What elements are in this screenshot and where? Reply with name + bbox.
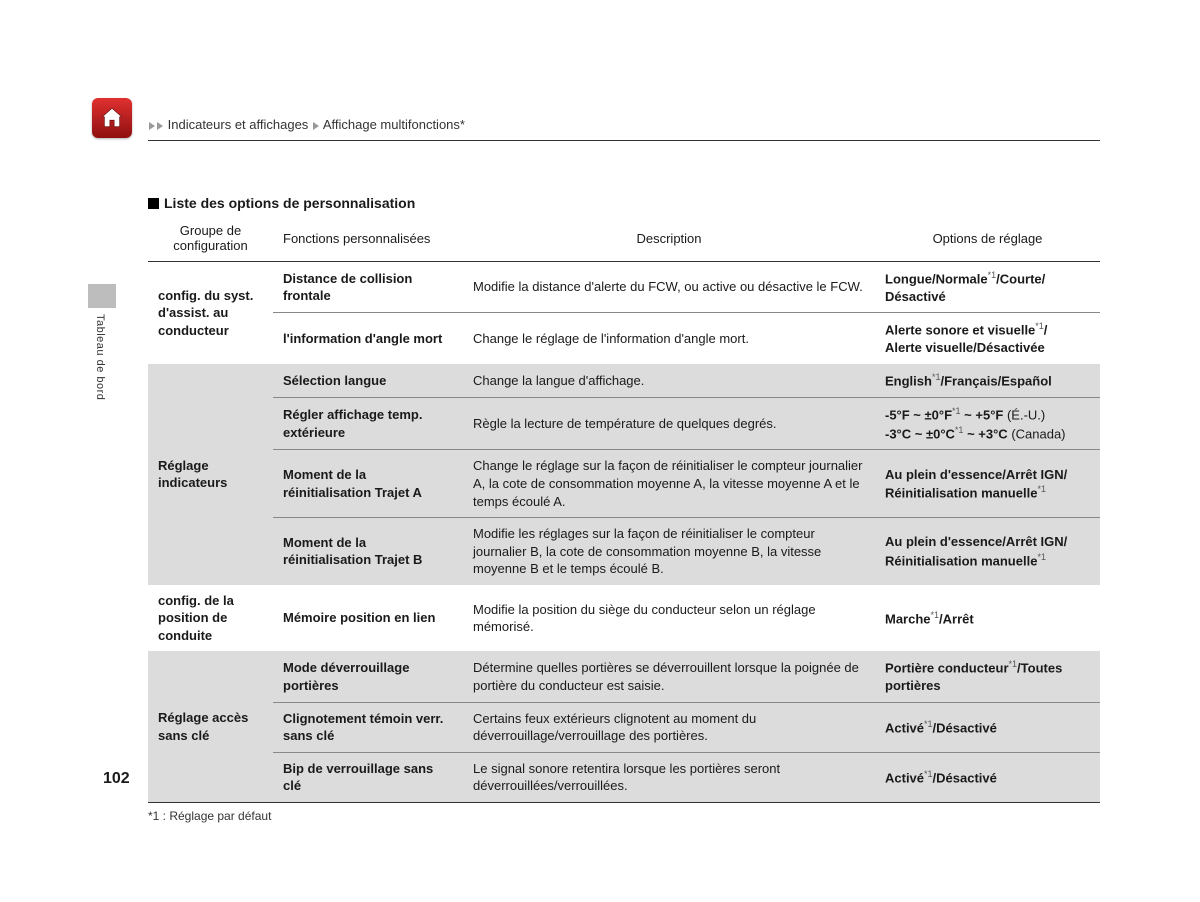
options-cell: Longue/Normale*1/Courte/Désactivé	[875, 262, 1100, 313]
breadcrumb-asterisk: *	[460, 117, 465, 132]
chevron-right-icon	[149, 122, 155, 130]
options-cell: Portière conducteur*1/Toutes portières	[875, 651, 1100, 702]
group-cell: Réglage accès sans clé	[148, 651, 273, 802]
options-cell: Activé*1/Désactivé	[875, 702, 1100, 752]
function-cell: Régler affichage temp. extérieure	[273, 397, 463, 450]
breadcrumb-level-2: Affichage multifonctions	[323, 117, 460, 132]
description-cell: Change le réglage sur la façon de réinit…	[463, 450, 875, 518]
group-cell: Réglage indicateurs	[148, 364, 273, 585]
options-cell: Au plein d'essence/Arrêt IGN/Réinitialis…	[875, 518, 1100, 585]
group-cell: config. de la position de conduite	[148, 585, 273, 652]
col-header-group: Groupe de configuration	[148, 217, 273, 262]
function-cell: Distance de collision frontale	[273, 262, 463, 313]
function-cell: Mémoire position en lien	[273, 585, 463, 652]
col-header-func: Fonctions personnalisées	[273, 217, 463, 262]
function-cell: Bip de verrouillage sans clé	[273, 752, 463, 802]
table-row: Régler affichage temp. extérieureRègle l…	[148, 397, 1100, 450]
description-cell: Détermine quelles portières se déverroui…	[463, 651, 875, 702]
options-cell: Activé*1/Désactivé	[875, 752, 1100, 802]
table-row: Réglage accès sans cléMode déverrouillag…	[148, 651, 1100, 702]
section-title-text: Liste des options de personnalisation	[164, 195, 415, 211]
group-cell: config. du syst. d'assist. au conducteur	[148, 262, 273, 364]
section-tab-label: Tableau de bord	[94, 314, 106, 400]
description-cell: Change le réglage de l'information d'ang…	[463, 313, 875, 364]
options-table-body: config. du syst. d'assist. au conducteur…	[148, 262, 1100, 803]
table-row: config. du syst. d'assist. au conducteur…	[148, 262, 1100, 313]
home-icon[interactable]	[92, 98, 132, 138]
function-cell: Moment de la réinitialisation Trajet A	[273, 450, 463, 518]
function-cell: Moment de la réinitialisation Trajet B	[273, 518, 463, 585]
function-cell: Sélection langue	[273, 364, 463, 397]
footnote: *1 : Réglage par défaut	[148, 809, 1100, 823]
options-cell: Au plein d'essence/Arrêt IGN/Réinitialis…	[875, 450, 1100, 518]
table-row: Bip de verrouillage sans cléLe signal so…	[148, 752, 1100, 802]
options-cell: -5°F ~ ±0°F*1 ~ +5°F (É.-U.)-3°C ~ ±0°C*…	[875, 397, 1100, 450]
description-cell: Règle la lecture de température de quelq…	[463, 397, 875, 450]
table-row: Moment de la réinitialisation Trajet ACh…	[148, 450, 1100, 518]
page-number: 102	[103, 770, 130, 788]
section-title: Liste des options de personnalisation	[148, 195, 1100, 211]
header-divider	[148, 140, 1100, 141]
table-row: config. de la position de conduiteMémoir…	[148, 585, 1100, 652]
options-cell: Marche*1/Arrêt	[875, 585, 1100, 652]
breadcrumb: Indicateurs et affichages Affichage mult…	[148, 117, 465, 132]
options-table: Groupe de configuration Fonctions person…	[148, 217, 1100, 803]
square-bullet-icon	[148, 198, 159, 209]
function-cell: l'information d'angle mort	[273, 313, 463, 364]
col-header-desc: Description	[463, 217, 875, 262]
col-header-opt: Options de réglage	[875, 217, 1100, 262]
table-row: Réglage indicateursSélection langueChang…	[148, 364, 1100, 397]
description-cell: Le signal sonore retentira lorsque les p…	[463, 752, 875, 802]
description-cell: Change la langue d'affichage.	[463, 364, 875, 397]
options-cell: English*1/Français/Español	[875, 364, 1100, 397]
function-cell: Clignotement témoin verr. sans clé	[273, 702, 463, 752]
section-tab-marker	[88, 284, 116, 308]
function-cell: Mode déverrouillage portières	[273, 651, 463, 702]
table-row: Moment de la réinitialisation Trajet BMo…	[148, 518, 1100, 585]
options-cell: Alerte sonore et visuelle*1/Alerte visue…	[875, 313, 1100, 364]
table-row: Clignotement témoin verr. sans cléCertai…	[148, 702, 1100, 752]
chevron-right-icon	[313, 122, 319, 130]
description-cell: Modifie la distance d'alerte du FCW, ou …	[463, 262, 875, 313]
description-cell: Modifie la position du siège du conducte…	[463, 585, 875, 652]
table-row: l'information d'angle mortChange le régl…	[148, 313, 1100, 364]
page: Indicateurs et affichages Affichage mult…	[0, 0, 1200, 902]
content-area: Liste des options de personnalisation Gr…	[148, 195, 1100, 823]
table-header-row: Groupe de configuration Fonctions person…	[148, 217, 1100, 262]
description-cell: Modifie les réglages sur la façon de réi…	[463, 518, 875, 585]
breadcrumb-level-1: Indicateurs et affichages	[168, 117, 309, 132]
description-cell: Certains feux extérieurs clignotent au m…	[463, 702, 875, 752]
chevron-right-icon	[157, 122, 163, 130]
